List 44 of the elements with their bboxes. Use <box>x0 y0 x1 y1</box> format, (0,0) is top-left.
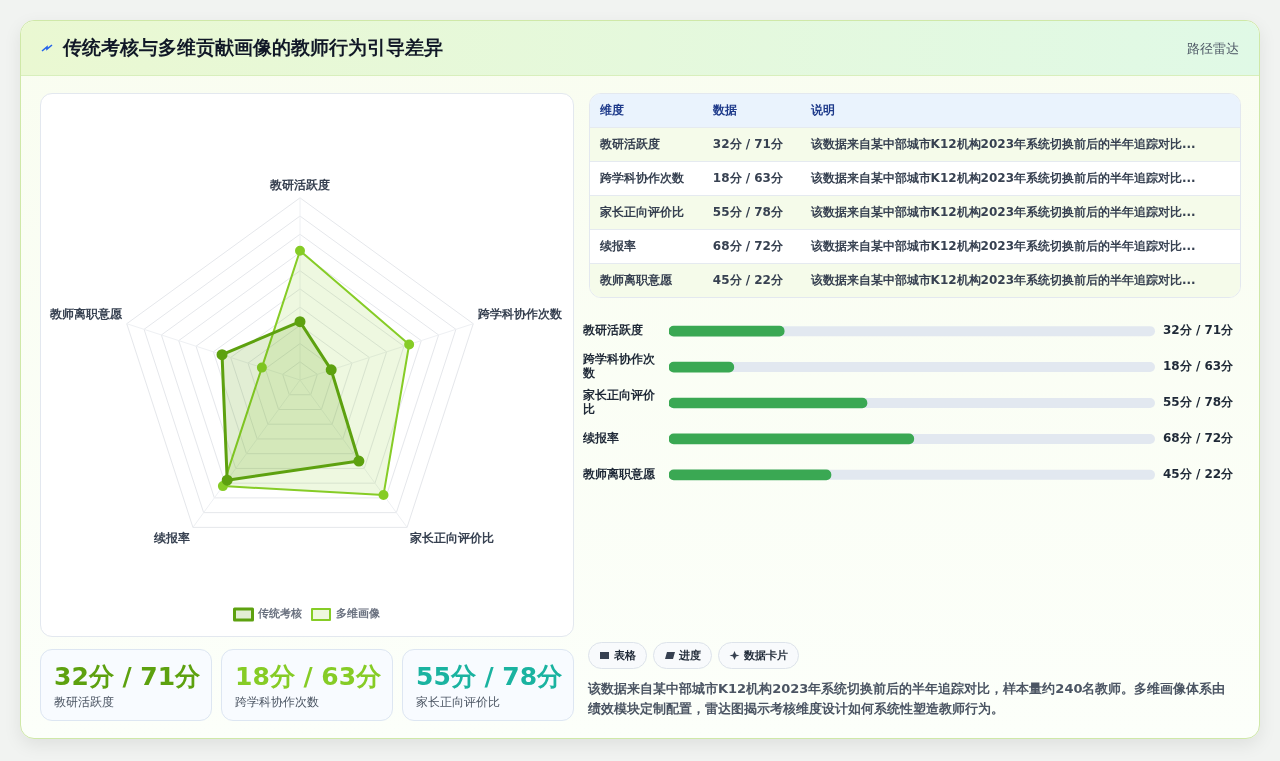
legend-label: 多维画像 <box>335 607 381 621</box>
y-tick-label: 跨学科协作次数 <box>582 352 656 381</box>
text: 教研活跃度 <box>54 694 114 711</box>
bar <box>669 361 735 373</box>
data-label: 18分 / 63分 <box>1163 359 1235 374</box>
text: 68分 / 72分 <box>702 229 801 264</box>
text: 维度 <box>590 94 703 128</box>
text: 该数据来自某中部城市K12机构2023年系统切换前后的半年追踪对比，样本量约240名教师。多维画像体系由绩效模块定制配置，雷达图揭示考核维度设计如何系统性塑造教师行为。 <box>588 680 1227 718</box>
data-label: 32分 / 71分 <box>1163 323 1235 338</box>
text: 路径雷达 <box>1187 40 1239 58</box>
spoke-label: 家长正向评价比 <box>409 530 495 545</box>
data-label: 45分 / 22分 <box>1163 466 1235 481</box>
text: 18分 / 63分 <box>702 161 801 196</box>
y-tick-label: 续报率 <box>582 431 619 446</box>
text: 该数据来自某中部城市K12机构2023年系统切换前后的半年追踪对比... <box>800 229 1240 264</box>
text: 进度 <box>679 648 701 663</box>
spoke-label: 续报率 <box>152 530 190 545</box>
y-tick-label: 家长正向评价比 <box>582 387 656 417</box>
text: 18分 / 63分 <box>235 661 382 693</box>
spoke-label: 跨学科协作次数 <box>477 307 563 322</box>
text: 数据卡片 <box>744 648 788 663</box>
text: 45分 / 22分 <box>702 263 801 297</box>
text: 该数据来自某中部城市K12机构2023年系统切换前后的半年追踪对比... <box>800 195 1240 230</box>
text: 数据 <box>702 94 801 128</box>
data-label: 68分 / 72分 <box>1163 431 1235 446</box>
text: 跨学科协作次数 <box>235 694 319 711</box>
text: 表格 <box>614 648 636 663</box>
text: 该数据来自某中部城市K12机构2023年系统切换前后的半年追踪对比... <box>800 161 1240 196</box>
text: 该数据来自某中部城市K12机构2023年系统切换前后的半年追踪对比... <box>800 127 1240 162</box>
bar <box>669 325 785 337</box>
text: 55分 / 78分 <box>702 195 801 230</box>
text: 说明 <box>800 94 1240 128</box>
text: 55分 / 78分 <box>416 661 563 693</box>
y-tick-label: 教师离职意愿 <box>582 466 656 481</box>
spoke-label: 教研活跃度 <box>269 177 330 192</box>
chart-title: 传统考核与多维贡献画像的教师行为引导差异 <box>63 35 443 60</box>
spoke-label: 教师离职意愿 <box>49 307 123 322</box>
data-label: 55分 / 78分 <box>1163 395 1235 410</box>
y-tick-label: 教研活跃度 <box>582 323 643 338</box>
text: 该数据来自某中部城市K12机构2023年系统切换前后的半年追踪对比... <box>800 263 1240 297</box>
text: 32分 / 71分 <box>702 127 801 162</box>
text: 32分 / 71分 <box>54 661 201 693</box>
legend-label: 传统考核 <box>257 607 302 621</box>
text: 家长正向评价比 <box>416 694 500 711</box>
